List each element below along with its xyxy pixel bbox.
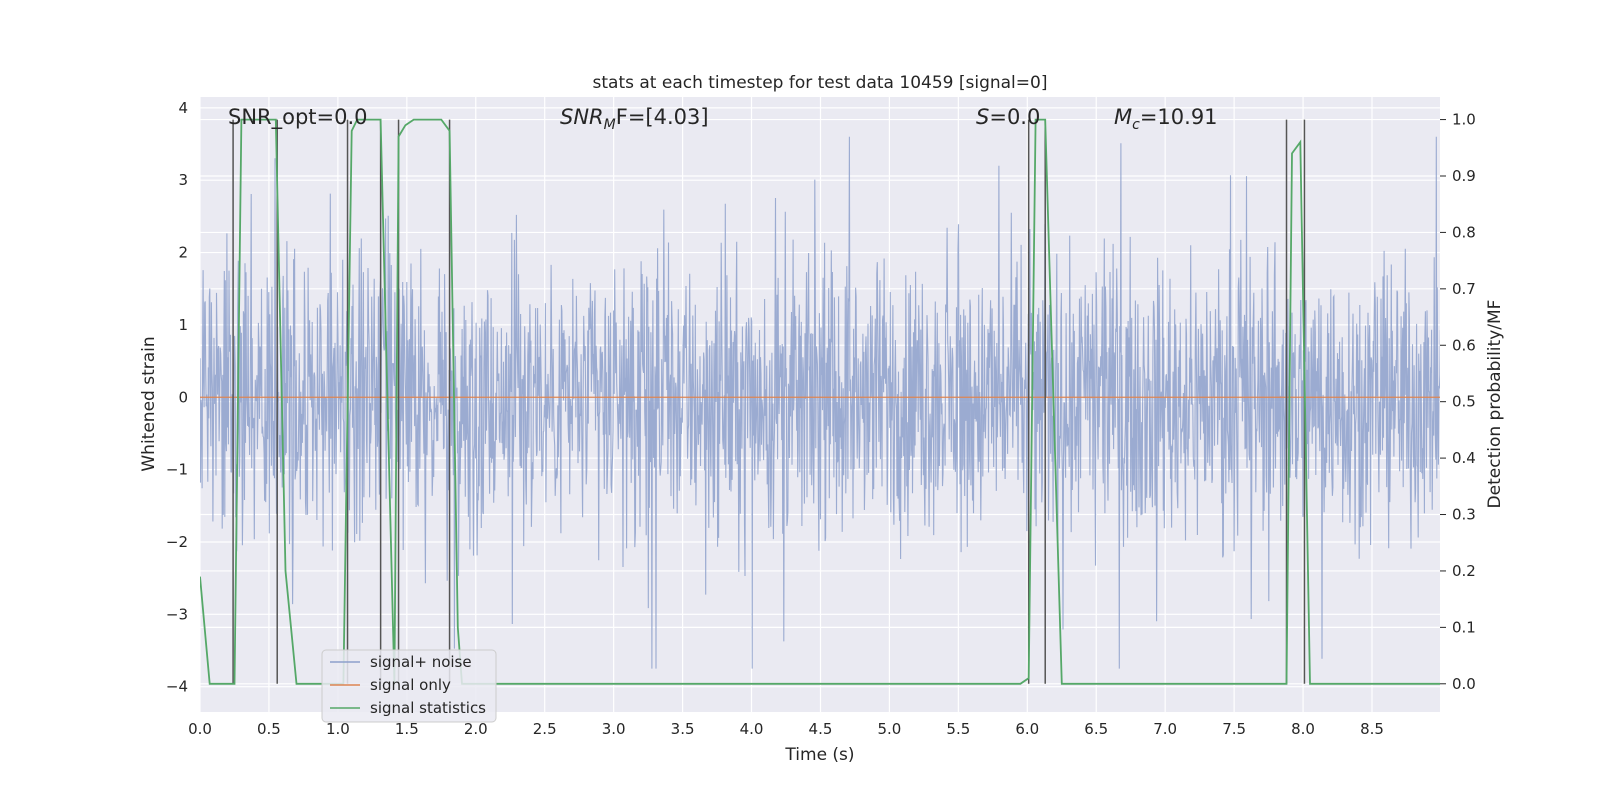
left-y-tick-label: 2 — [178, 244, 188, 262]
chart-title: stats at each timestep for test data 104… — [593, 73, 1048, 93]
x-tick-labels: 0.0 0.5 1.0 1.5 2.0 2.5 3.0 3.5 4.0 4.5 5.0 5.5 6.0 6… — [188, 720, 1384, 738]
annotation-mc: Mc=10.91 — [1114, 105, 1218, 133]
right-y-tick-label: 0.9 — [1452, 167, 1476, 185]
right-y-tick-labels: 1.0 0.9 0.8 0.7 0.6 0.5 0.4 0.3 0.2 0.1 0.0 — [1452, 111, 1476, 693]
legend-label-signal-statistics: signal statistics — [370, 699, 486, 717]
right-y-tick-label: 0.4 — [1452, 449, 1476, 467]
right-y-tick-label: 0.7 — [1452, 280, 1476, 298]
legend-label-signal-only: signal only — [370, 676, 451, 694]
x-tick-label: 4.0 — [740, 720, 764, 738]
x-tick-label: 8.5 — [1360, 720, 1384, 738]
x-tick-label: 3.0 — [602, 720, 626, 738]
legend-box — [321, 649, 497, 723]
right-y-tick-label: 0.6 — [1452, 336, 1476, 354]
x-tick-label: 2.5 — [533, 720, 557, 738]
right-y-tick-label: 0.0 — [1452, 675, 1476, 693]
x-tick-label: 0.0 — [188, 720, 212, 738]
series-signal-statistics — [200, 118, 1440, 685]
x-tick-label: 5.5 — [946, 720, 970, 738]
right-y-tick-label: 0.2 — [1452, 562, 1476, 580]
right-y-tick-label: 0.8 — [1452, 223, 1476, 241]
left-y-tick-label: 4 — [178, 99, 188, 117]
x-tick-label: 1.0 — [326, 720, 350, 738]
x-tick-label: 7.0 — [1153, 720, 1177, 738]
right-y-tick-label: 0.3 — [1452, 506, 1476, 524]
left-y-tick-label: −4 — [166, 678, 188, 696]
right-y-axis-label: Detection probability/MF — [1485, 300, 1505, 509]
left-y-tick-label: 0 — [178, 388, 188, 406]
left-y-tick-label: −2 — [166, 533, 188, 551]
x-tick-label: 0.5 — [257, 720, 281, 738]
legend: signal+ noise signal only signal statist… — [321, 649, 497, 723]
left-y-tick-label: −1 — [166, 461, 188, 479]
x-tick-label: 2.0 — [464, 720, 488, 738]
left-y-tick-label: 1 — [178, 316, 188, 334]
x-tick-label: 4.5 — [809, 720, 833, 738]
x-tick-label: 3.5 — [671, 720, 695, 738]
annotation-s: S=0.0 — [976, 105, 1040, 129]
left-y-tick-label: 3 — [178, 171, 188, 189]
x-tick-label: 6.0 — [1015, 720, 1039, 738]
x-tick-label: 5.0 — [877, 720, 901, 738]
annotation-snr-mf: SNRMF=[4.03] — [560, 105, 709, 133]
x-tick-label: 6.5 — [1084, 720, 1108, 738]
x-tick-label: 1.5 — [395, 720, 419, 738]
x-tick-label: 8.0 — [1291, 720, 1315, 738]
left-y-tick-labels: 4 3 2 1 0 −1 −2 −3 −4 — [166, 99, 188, 696]
annotation-snr-opt: SNR_opt=0.0 — [228, 105, 368, 130]
vertical-markers — [232, 119, 1306, 684]
x-axis-label: Time (s) — [784, 745, 854, 765]
legend-label-signal-noise: signal+ noise — [370, 653, 472, 671]
right-y-tick-label: 1.0 — [1452, 111, 1476, 129]
right-y-tick-label: 0.1 — [1452, 618, 1476, 636]
series-signal-noise — [200, 136, 1440, 669]
left-y-tick-label: −3 — [166, 605, 188, 623]
right-y-tick-label: 0.5 — [1452, 393, 1476, 411]
left-y-axis-label: Whitened strain — [139, 336, 159, 471]
x-tick-label: 7.5 — [1222, 720, 1246, 738]
